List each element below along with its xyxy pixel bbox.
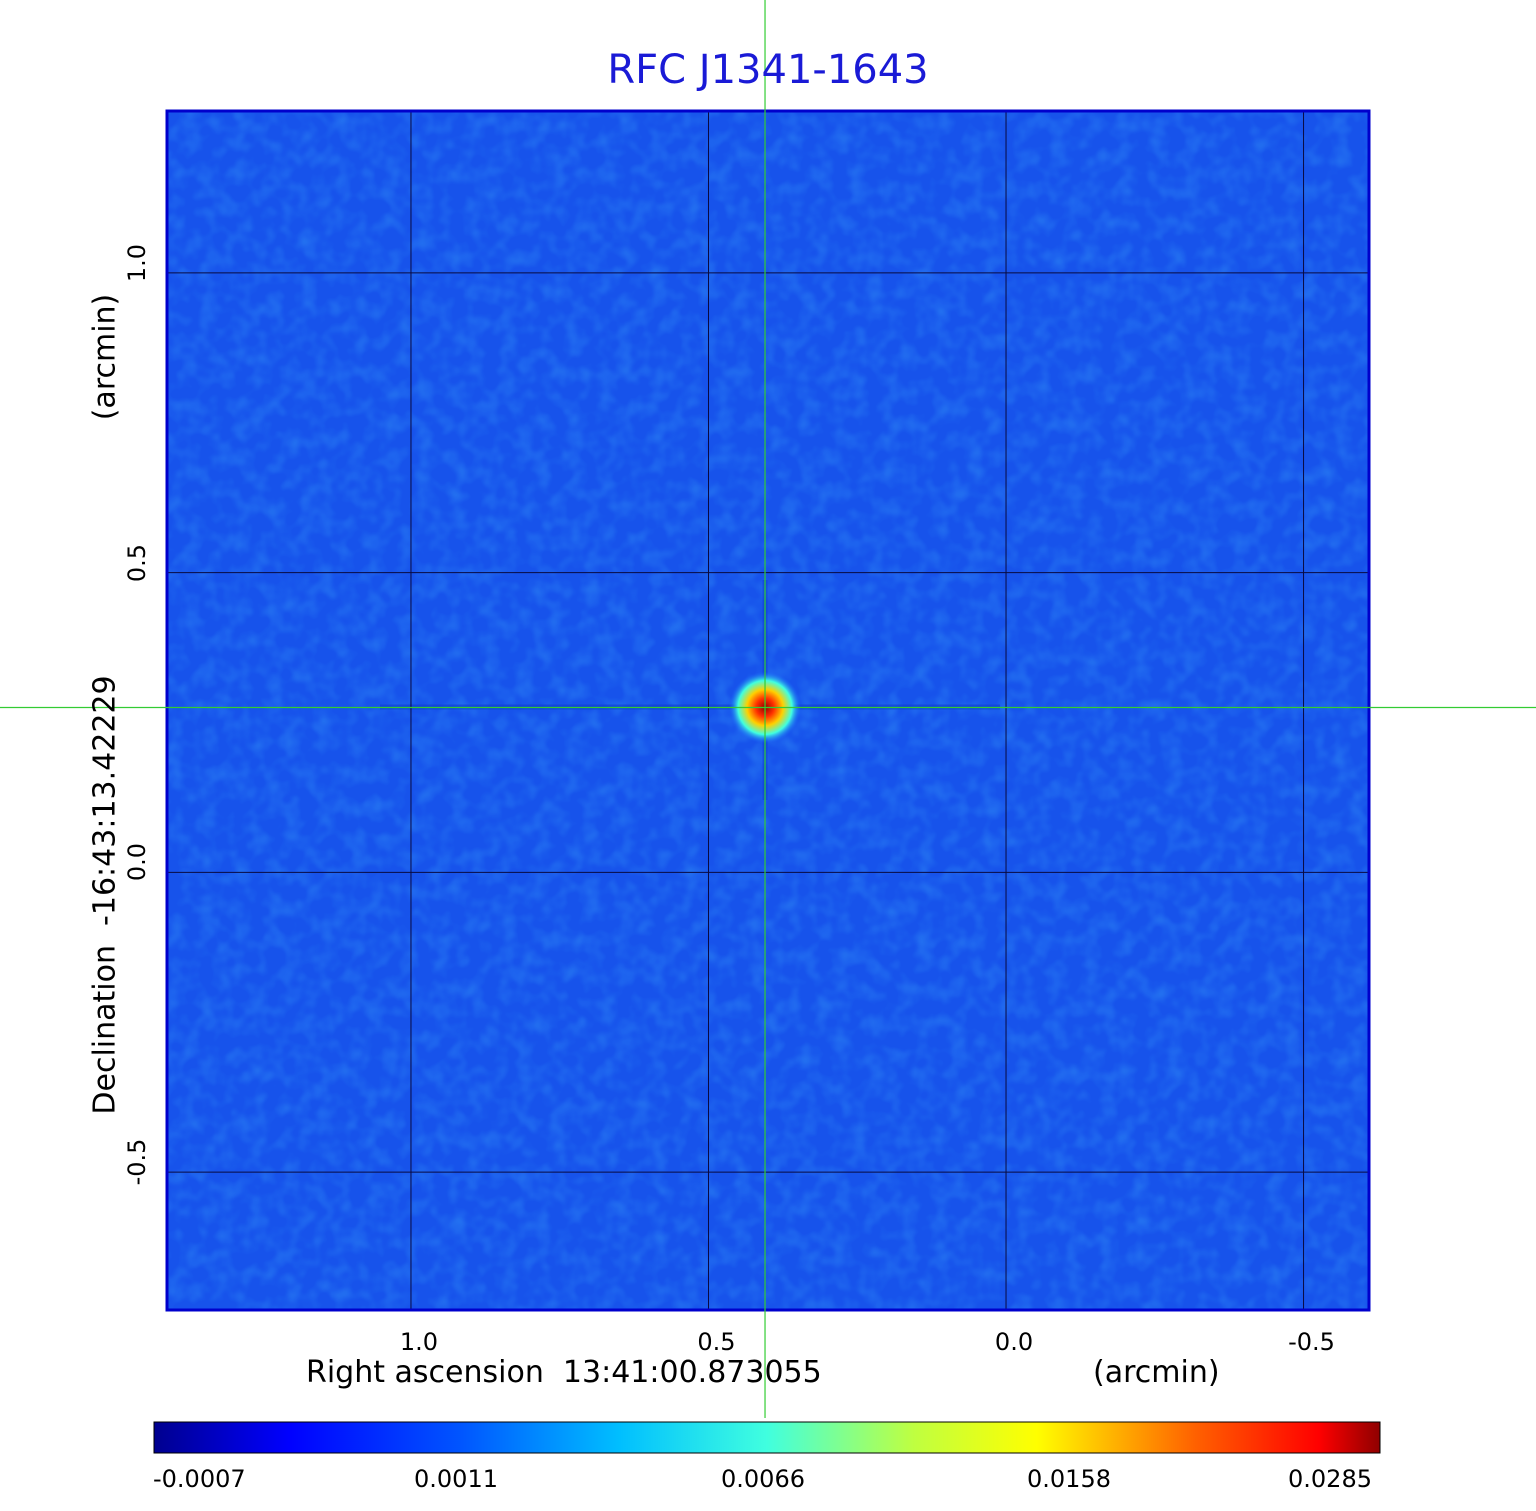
y-tick-label: 1.0	[123, 243, 151, 282]
y-axis-unit: (arcmin)	[87, 293, 123, 421]
colorbar-tick-label: -0.0007	[153, 1465, 246, 1493]
colorbar-tick-label: 0.0011	[414, 1465, 498, 1493]
crosshair	[0, 0, 1536, 1418]
y-tick-label: -0.5	[123, 1138, 151, 1186]
colorbar-tick-label: 0.0066	[721, 1465, 805, 1493]
x-tick-label: -0.5	[1288, 1328, 1335, 1356]
y-tick-label: 0.0	[123, 843, 151, 882]
image-area	[167, 111, 1369, 1310]
y-tick-label: 0.5	[123, 543, 151, 582]
colorbar	[153, 1421, 1381, 1454]
chart-title: RFC J1341-1643	[607, 47, 929, 93]
x-tick-label: 0.0	[994, 1328, 1034, 1356]
x-tick-label: 1.0	[399, 1328, 439, 1356]
x-axis-unit: (arcmin)	[1093, 1355, 1220, 1390]
x-tick-label: 0.5	[697, 1328, 736, 1356]
colorbar-tick-label: 0.0158	[1027, 1465, 1111, 1493]
y-axis-label: Declination -16:43:13.42229	[87, 675, 123, 1115]
colorbar-tick-label: 0.0285	[1288, 1465, 1372, 1493]
image-frame	[165, 109, 1371, 1312]
x-axis-label: Right ascension 13:41:00.873055	[306, 1355, 822, 1390]
coordinate-grid	[167, 111, 1369, 1310]
